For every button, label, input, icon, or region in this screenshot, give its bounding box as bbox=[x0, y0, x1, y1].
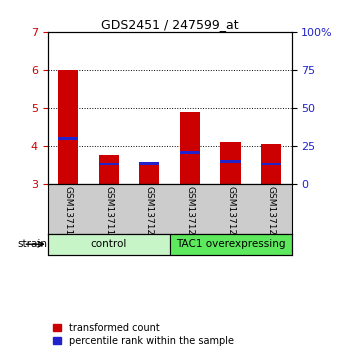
Bar bbox=[169, 234, 292, 255]
Bar bbox=[48, 234, 170, 255]
Text: GSM137118: GSM137118 bbox=[63, 186, 73, 241]
Text: GSM137120: GSM137120 bbox=[145, 186, 154, 241]
Text: TAC1 overexpressing: TAC1 overexpressing bbox=[176, 239, 285, 249]
Text: strain: strain bbox=[18, 239, 48, 249]
Text: GSM137121: GSM137121 bbox=[186, 186, 194, 241]
Title: GDS2451 / 247599_at: GDS2451 / 247599_at bbox=[101, 18, 238, 31]
Bar bbox=[139, 165, 160, 184]
Text: GSM137122: GSM137122 bbox=[226, 186, 235, 241]
Bar bbox=[220, 160, 241, 163]
Bar bbox=[220, 142, 241, 184]
Bar bbox=[99, 163, 119, 165]
Bar bbox=[261, 144, 281, 184]
Text: GSM137123: GSM137123 bbox=[267, 186, 276, 241]
Text: control: control bbox=[90, 239, 127, 249]
Bar bbox=[261, 163, 281, 165]
Text: GSM137119: GSM137119 bbox=[104, 186, 113, 241]
Bar bbox=[139, 162, 160, 165]
Bar bbox=[58, 70, 78, 184]
Legend: transformed count, percentile rank within the sample: transformed count, percentile rank withi… bbox=[53, 323, 234, 346]
Bar bbox=[180, 112, 200, 184]
Bar bbox=[99, 155, 119, 184]
Bar bbox=[180, 152, 200, 154]
Bar bbox=[58, 137, 78, 140]
